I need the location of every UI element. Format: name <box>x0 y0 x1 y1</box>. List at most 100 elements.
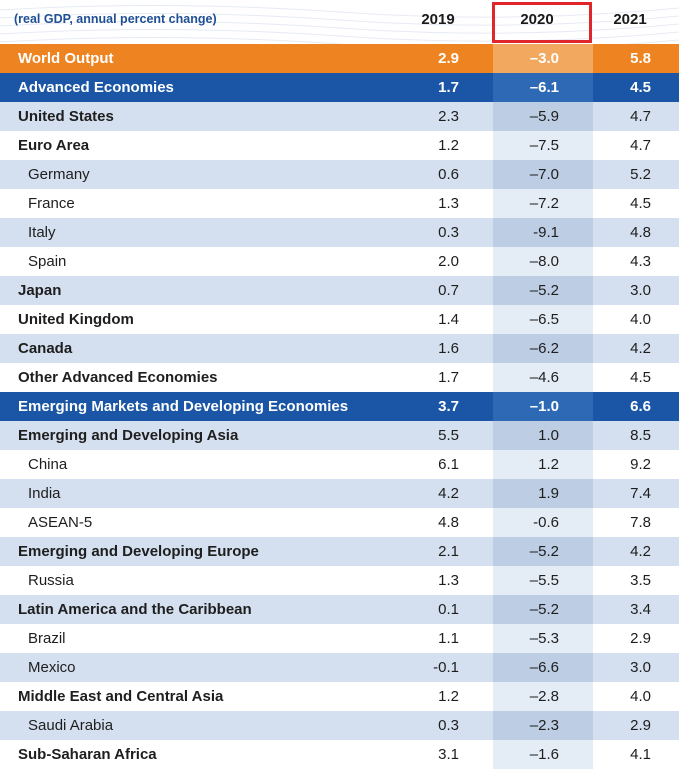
table-row: Latin America and the Caribbean 0.1 –5.2 3.… <box>0 595 679 624</box>
column-header-2020: 2020 <box>520 11 554 28</box>
value-2020: 1.9 <box>493 479 593 508</box>
table-row: Emerging and Developing Europe 2.1 –5.2 4.2 <box>0 537 679 566</box>
row-label: Emerging and Developing Europe <box>18 543 259 560</box>
table-row: Japan 0.7 –5.2 3.0 <box>0 276 679 305</box>
table-row: Saudi Arabia 0.3 –2.3 2.9 <box>0 711 679 740</box>
value-2019: 2.1 <box>438 543 459 560</box>
value-2021: 5.2 <box>630 166 651 183</box>
value-2019: 1.1 <box>438 630 459 647</box>
table-row: Mexico -0.1 –6.6 3.0 <box>0 653 679 682</box>
value-2019: 1.7 <box>438 79 459 96</box>
value-2020: –5.5 <box>493 566 593 595</box>
table-row: Sub-Saharan Africa 3.1 –1.6 4.1 <box>0 740 679 769</box>
table-row: Brazil 1.1 –5.3 2.9 <box>0 624 679 653</box>
value-2021: 4.8 <box>630 224 651 241</box>
value-2020: –8.0 <box>493 247 593 276</box>
value-2020: –5.3 <box>493 624 593 653</box>
value-2020: –7.0 <box>493 160 593 189</box>
value-2021: 4.3 <box>630 253 651 270</box>
row-label: United Kingdom <box>18 311 134 328</box>
value-2020: –5.9 <box>493 102 593 131</box>
value-2019: 1.2 <box>438 137 459 154</box>
value-2021: 5.8 <box>630 50 651 67</box>
value-2019: 2.9 <box>438 50 459 67</box>
value-2021: 7.8 <box>630 514 651 531</box>
header-wave-pattern <box>0 4 679 44</box>
value-2020: –2.3 <box>493 711 593 740</box>
value-2021: 4.0 <box>630 311 651 328</box>
value-2021: 3.4 <box>630 601 651 618</box>
value-2021: 4.2 <box>630 543 651 560</box>
table-row: Advanced Economies 1.7 –6.1 4.5 <box>0 73 679 102</box>
value-2021: 4.1 <box>630 746 651 763</box>
table-row: Germany 0.6 –7.0 5.2 <box>0 160 679 189</box>
row-label: World Output <box>18 50 114 67</box>
row-label: India <box>28 485 61 502</box>
row-label: France <box>28 195 75 212</box>
table-row: Canada 1.6 –6.2 4.2 <box>0 334 679 363</box>
table-row: Emerging Markets and Developing Economie… <box>0 392 679 421</box>
table-header: (real GDP, annual percent change) 2019 2… <box>0 0 679 44</box>
value-2020: -0.6 <box>493 508 593 537</box>
table-row: ASEAN-5 4.8 -0.6 7.8 <box>0 508 679 537</box>
row-label: ASEAN-5 <box>28 514 93 531</box>
value-2020: –1.0 <box>493 392 593 421</box>
value-2020: –6.6 <box>493 653 593 682</box>
column-header-2021: 2021 <box>613 11 647 28</box>
row-label: Japan <box>18 282 62 299</box>
table-row: United States 2.3 –5.9 4.7 <box>0 102 679 131</box>
value-2020: –7.5 <box>493 131 593 160</box>
value-2021: 2.9 <box>630 630 651 647</box>
value-2019: 1.7 <box>438 369 459 386</box>
value-2019: 4.2 <box>438 485 459 502</box>
value-2019: 2.0 <box>438 253 459 270</box>
table-subtitle: (real GDP, annual percent change) <box>14 12 217 26</box>
value-2021: 4.7 <box>630 137 651 154</box>
row-label: Mexico <box>28 659 76 676</box>
value-2021: 4.2 <box>630 340 651 357</box>
value-2021: 4.7 <box>630 108 651 125</box>
value-2019: 1.4 <box>438 311 459 328</box>
row-label: Italy <box>28 224 56 241</box>
value-2019: 1.2 <box>438 688 459 705</box>
value-2020: –6.2 <box>493 334 593 363</box>
row-label: Brazil <box>28 630 66 647</box>
column-header-2019: 2019 <box>421 11 455 28</box>
row-label: Emerging and Developing Asia <box>18 427 239 444</box>
table-row: Italy 0.3 -9.1 4.8 <box>0 218 679 247</box>
value-2020: –5.2 <box>493 537 593 566</box>
value-2019: 3.7 <box>438 398 459 415</box>
value-2021: 9.2 <box>630 456 651 473</box>
value-2019: -0.1 <box>433 659 459 676</box>
value-2020: 1.0 <box>493 421 593 450</box>
value-2019: 1.3 <box>438 572 459 589</box>
row-label: Saudi Arabia <box>28 717 114 734</box>
row-label: Spain <box>28 253 67 270</box>
row-label: Euro Area <box>18 137 90 154</box>
highlight-2020-box <box>492 2 592 43</box>
value-2021: 4.0 <box>630 688 651 705</box>
row-label: Latin America and the Caribbean <box>18 601 252 618</box>
value-2021: 4.5 <box>630 79 651 96</box>
value-2021: 2.9 <box>630 717 651 734</box>
row-label: Russia <box>28 572 74 589</box>
value-2019: 4.8 <box>438 514 459 531</box>
row-label: Advanced Economies <box>18 79 174 96</box>
value-2020: –5.2 <box>493 276 593 305</box>
row-label: Other Advanced Economies <box>18 369 218 386</box>
value-2019: 0.3 <box>438 717 459 734</box>
value-2021: 3.5 <box>630 572 651 589</box>
value-2019: 6.1 <box>438 456 459 473</box>
value-2019: 2.3 <box>438 108 459 125</box>
row-label: Canada <box>18 340 73 357</box>
value-2019: 0.1 <box>438 601 459 618</box>
value-2021: 4.5 <box>630 195 651 212</box>
value-2021: 3.0 <box>630 659 651 676</box>
table-row: Middle East and Central Asia 1.2 –2.8 4.0 <box>0 682 679 711</box>
value-2021: 4.5 <box>630 369 651 386</box>
row-label: Emerging Markets and Developing Economie… <box>18 398 349 415</box>
value-2019: 1.6 <box>438 340 459 357</box>
value-2020: 1.2 <box>493 450 593 479</box>
table-body: World Output 2.9 –3.0 5.8 Advanced Economies… <box>0 44 679 769</box>
value-2021: 3.0 <box>630 282 651 299</box>
